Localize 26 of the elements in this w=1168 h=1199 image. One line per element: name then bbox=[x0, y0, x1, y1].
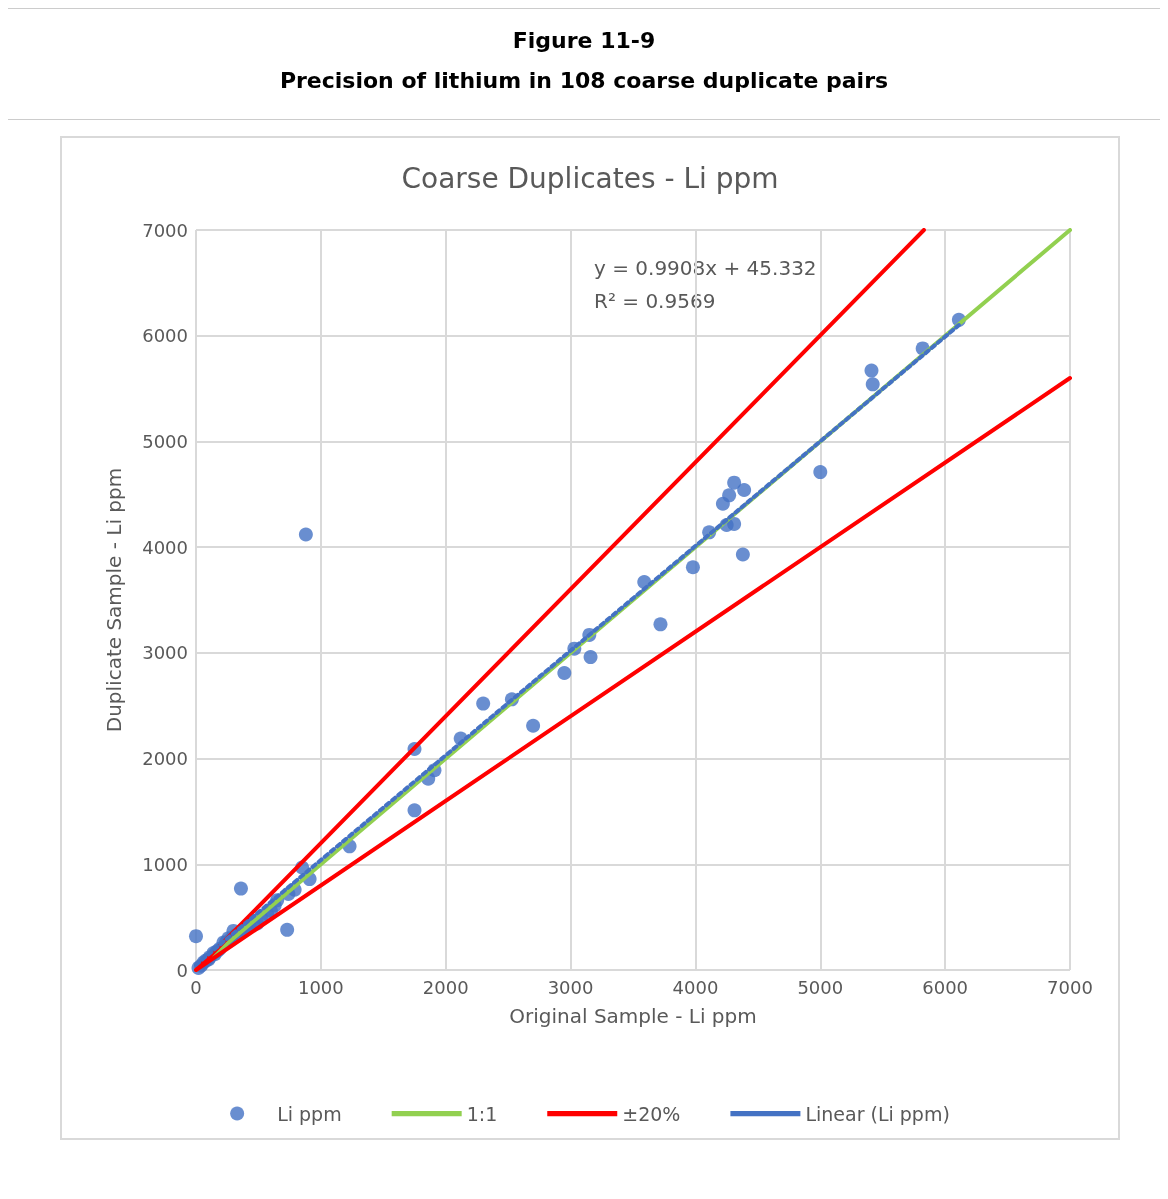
text: Coarse Duplicates - Li ppm bbox=[401, 161, 779, 195]
y-tick-label: 7000 bbox=[142, 219, 188, 241]
x-axis-title: Original Sample - Li ppm bbox=[509, 1004, 757, 1028]
x-tick-label: 3000 bbox=[547, 976, 594, 998]
x-tick-label: 5000 bbox=[797, 976, 844, 998]
x-tick-label: 0 bbox=[190, 976, 202, 998]
chart-subtitle: Precision of lithium in 108 coarse duplicate pairs bbox=[278, 67, 890, 95]
legend-label: 1:1 bbox=[466, 1102, 498, 1125]
chart-title: Figure 11-9 bbox=[511, 27, 657, 55]
legend-label: Li ppm bbox=[277, 1102, 342, 1125]
y-tick-label: 6000 bbox=[142, 325, 188, 347]
x-tick-label: 1000 bbox=[297, 976, 344, 998]
legend-label: Linear (Li ppm) bbox=[805, 1102, 950, 1125]
y-tick-label: 3000 bbox=[142, 642, 188, 664]
y-tick-label: 5000 bbox=[142, 430, 188, 452]
x-tick-label: 2000 bbox=[422, 976, 469, 998]
x-tick-label: 6000 bbox=[922, 976, 969, 998]
y-tick-label: 2000 bbox=[142, 748, 188, 770]
y-tick-label: 0 bbox=[176, 959, 188, 981]
y-axis-title: Duplicate Sample - Li ppm bbox=[102, 467, 126, 733]
x-tick-label: 7000 bbox=[1047, 976, 1093, 998]
x-tick-label: 4000 bbox=[672, 976, 719, 998]
y-tick-label: 1000 bbox=[142, 853, 188, 875]
legend-label: ±20% bbox=[622, 1102, 681, 1125]
y-tick-label: 4000 bbox=[142, 536, 188, 558]
annotation: R² = 0.9569 bbox=[594, 289, 716, 313]
